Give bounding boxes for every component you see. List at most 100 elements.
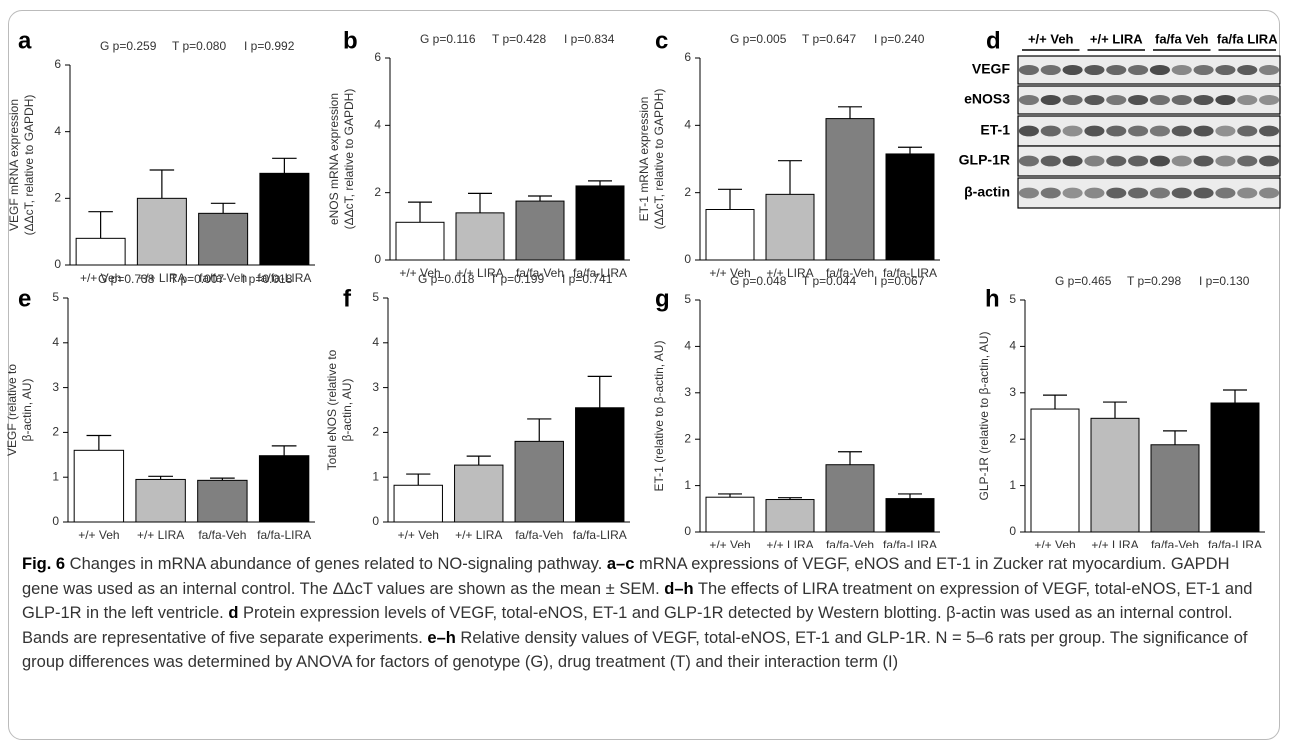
blot-band [1172,188,1192,199]
p-value: T p=0.298 [1127,274,1181,288]
error-bar [588,376,612,407]
y-tick-label: 6 [54,57,61,71]
blot-band [1128,188,1148,199]
blot-row-label: VEGF [972,61,1011,77]
blot-band [1215,126,1235,137]
error-bar [1103,402,1127,418]
y-axis-label: Total eNOS (relative to [325,349,339,470]
blot-band [1128,156,1148,167]
blot-row-label: eNOS3 [964,91,1010,107]
bar [136,479,185,522]
bar [396,222,444,260]
x-tick-label: fa/fa-LIRA [257,528,311,542]
x-tick-label: +/+ Veh [1034,538,1075,548]
caption-segment: a–c [607,555,635,573]
bar [456,213,504,260]
blot-band [1106,188,1126,199]
y-tick-label: 0 [52,514,59,528]
blot-band [1041,95,1061,105]
y-tick-label: 5 [372,290,379,304]
y-tick-label: 2 [374,185,381,199]
bar [455,465,503,522]
blot-band [1259,188,1279,199]
blot-band [1150,156,1170,167]
bar [576,408,624,522]
error-bar [87,436,112,451]
blot-band [1084,95,1104,105]
y-axis-label: (ΔΔcT, relative to GAPDH) [342,89,356,230]
blot-row-label: β-actin [964,184,1010,200]
bar [706,497,754,532]
p-value: I p=0.834 [564,32,615,46]
blot-band [1194,65,1214,75]
bar [515,441,563,522]
blot-band [1063,188,1083,199]
panel-letter: f [343,285,352,312]
blot-band [1172,126,1192,137]
blot-band [1041,65,1061,75]
p-value: G p=0.116 [420,32,476,46]
bar [516,201,564,260]
page: aG p=0.259T p=0.080I p=0.992VEGF mRNA ex… [0,0,1290,728]
y-tick-label: 0 [374,252,381,266]
blot-band [1019,65,1039,75]
bar [886,499,934,532]
blot-band [1259,95,1279,105]
bar [1151,445,1199,532]
bar [1091,418,1139,532]
caption-segment: d [228,604,238,622]
p-value: T p=0.044 [802,274,856,288]
y-tick-label: 0 [1009,524,1016,538]
p-value: I p=0.130 [1199,274,1250,288]
caption-segment: e–h [427,629,455,647]
error-bar [272,158,297,173]
p-value: I p=0.067 [874,274,925,288]
blot-band [1041,156,1061,167]
figure: aG p=0.259T p=0.080I p=0.992VEGF mRNA ex… [0,0,1290,548]
y-tick-label: 3 [684,385,691,399]
blot-band [1063,156,1083,167]
caption-segment: Fig. 6 [22,555,65,573]
caption-segment: d–h [664,580,693,598]
blot-band [1019,95,1039,105]
x-tick-label: +/+ LIRA [1091,538,1138,548]
y-tick-label: 2 [372,425,379,439]
y-axis-label: β-actin, AU) [340,379,354,442]
x-tick-label: fa/fa-Veh [826,538,874,548]
p-value: G p=0.005 [730,32,787,46]
bar [706,210,754,261]
p-value: T p=0.199 [490,272,544,286]
error-bar [838,452,862,465]
panel-letter: c [655,27,668,54]
blot-band [1128,126,1148,137]
blot-band [1019,188,1039,199]
bar [886,154,934,260]
error-bar [718,189,742,209]
blot-group-label: +/+ Veh [1028,31,1074,46]
panel-letter: d [986,27,1001,54]
blot-group-label: +/+ LIRA [1090,31,1143,46]
blot-band [1237,95,1257,105]
y-tick-label: 5 [1009,292,1016,306]
y-tick-label: 2 [684,185,691,199]
bar [1031,409,1079,532]
y-tick-label: 5 [52,290,59,304]
bar [766,500,814,532]
blot-band [1237,65,1257,75]
y-tick-label: 0 [684,252,691,266]
p-value: T p=0.007 [170,272,224,286]
blot-band [1019,156,1039,167]
blot-band [1259,156,1279,167]
y-axis-label: eNOS mRNA expression [327,93,341,225]
error-bar [838,107,862,119]
blot-band [1237,126,1257,137]
y-tick-label: 1 [52,469,59,483]
x-tick-label: fa/fa-LIRA [573,528,627,542]
bar [766,194,814,260]
blot-band [1172,95,1192,105]
error-bar [778,161,802,195]
error-bar [588,181,612,186]
blot-band [1150,95,1170,105]
blot-band [1237,188,1257,199]
y-tick-label: 0 [684,524,691,538]
